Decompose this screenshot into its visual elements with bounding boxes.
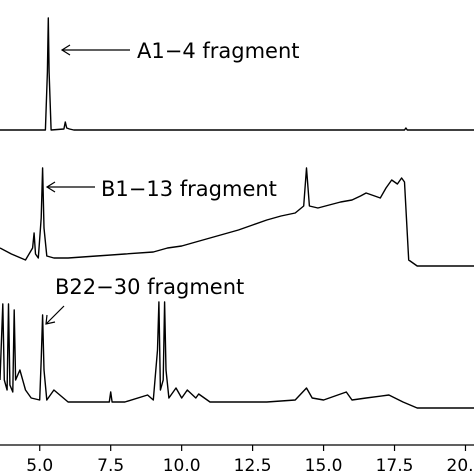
trace — [0, 167, 474, 267]
trace-label: B1−13 fragment — [101, 177, 277, 201]
x-tick-label: 10.0 — [163, 456, 201, 474]
annotations: A1−4 fragment B1−13 fragment B22−30 frag… — [45, 39, 300, 325]
trace-label: A1−4 fragment — [137, 39, 300, 63]
trace — [0, 301, 474, 409]
x-tick-label: 7.5 — [97, 456, 124, 474]
arrow — [45, 305, 65, 325]
arrow-head — [45, 181, 56, 193]
x-tick-label: 17.5 — [376, 456, 414, 474]
x-tick-label: 20.0 — [447, 456, 474, 474]
x-tick-label: 12.5 — [234, 456, 272, 474]
x-tick-label: 5.0 — [26, 456, 53, 474]
x-tick-label: 15.0 — [305, 456, 343, 474]
trace — [0, 17, 474, 131]
trace-label: B22−30 fragment — [55, 275, 244, 299]
arrow-head — [60, 44, 71, 56]
arrow-head — [45, 314, 56, 325]
